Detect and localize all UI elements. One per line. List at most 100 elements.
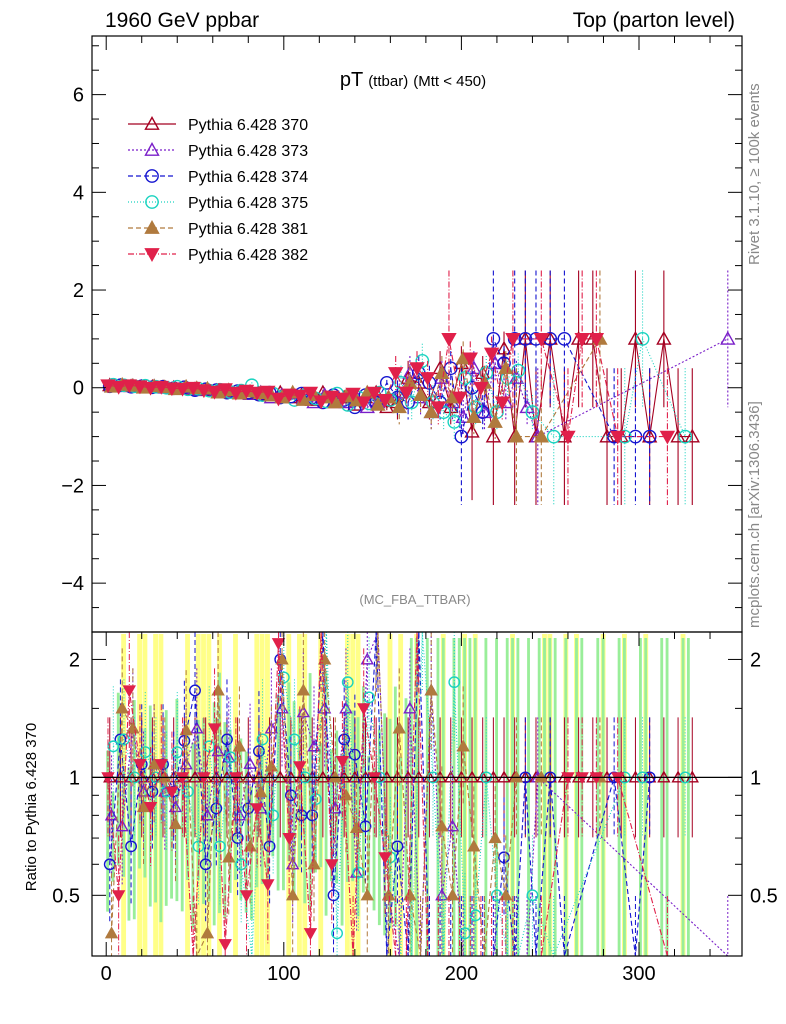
data-point bbox=[447, 415, 462, 429]
ratio-point bbox=[243, 756, 257, 769]
ratio-point bbox=[165, 786, 179, 799]
uncertainty-band-green bbox=[154, 776, 157, 903]
ratio-point bbox=[239, 890, 254, 903]
uncertainty-band-green bbox=[132, 700, 136, 920]
uncertainty-band-green bbox=[527, 638, 530, 956]
ratio-point bbox=[200, 926, 215, 939]
ratio-point bbox=[107, 740, 120, 753]
uncertainty-band-green bbox=[223, 722, 227, 919]
ratio-point bbox=[111, 890, 126, 903]
data-point bbox=[485, 428, 502, 443]
ratio-point bbox=[253, 745, 265, 758]
main-panel: −4 −2 0 2 4 6 pT (ttbar) (Mtt < 450) (MC_FBA_TT… bbox=[61, 35, 743, 633]
ratio-y-tick-label-right: 1 bbox=[750, 767, 761, 789]
ratio-point bbox=[378, 852, 392, 865]
ratio-uncertainty-bands bbox=[106, 634, 690, 956]
uncertainty-band-green bbox=[335, 730, 339, 884]
ratio-point bbox=[103, 858, 116, 871]
data-point bbox=[496, 340, 512, 355]
ratio-point bbox=[192, 840, 205, 853]
data-point bbox=[588, 332, 605, 347]
uncertainty-band-green bbox=[665, 638, 669, 956]
uncertainty-band-green bbox=[601, 638, 605, 956]
ratio-point bbox=[424, 683, 438, 696]
data-point bbox=[557, 332, 572, 346]
ratio-point bbox=[133, 759, 147, 772]
data-point bbox=[574, 332, 590, 347]
data-point bbox=[511, 363, 526, 378]
data-point bbox=[391, 399, 407, 414]
data-point bbox=[525, 405, 540, 420]
data-point bbox=[260, 385, 276, 400]
uncertainty-band-green bbox=[463, 638, 467, 956]
data-point bbox=[560, 430, 576, 445]
uncertainty-band-green bbox=[484, 638, 488, 956]
uncertainty-band-green bbox=[505, 638, 509, 956]
uncertainty-band-green bbox=[564, 638, 568, 956]
ratio-point bbox=[222, 850, 236, 863]
data-point bbox=[505, 332, 521, 347]
uncertainty-band-green bbox=[116, 692, 120, 866]
data-point bbox=[196, 384, 212, 399]
data-point bbox=[533, 428, 550, 443]
data-point bbox=[546, 429, 561, 444]
ratio-point bbox=[293, 761, 307, 774]
uncertainty-band-green bbox=[393, 686, 397, 927]
data-point bbox=[121, 379, 137, 394]
data-point bbox=[415, 353, 430, 368]
data-point bbox=[387, 367, 404, 382]
ratio-point bbox=[231, 832, 244, 844]
data-point bbox=[635, 332, 650, 346]
uncertainty-band-green bbox=[345, 697, 349, 882]
x-tick-label: 0 bbox=[101, 963, 112, 985]
uncertainty-band-green bbox=[681, 638, 685, 956]
uncertainty-band-green bbox=[686, 638, 690, 956]
uncertainty-band-green bbox=[623, 638, 626, 956]
ratio-ylabel: Ratio to Pythia 6.428 370 bbox=[23, 723, 40, 891]
ratio-point bbox=[207, 723, 222, 736]
uncertainty-band-green bbox=[303, 768, 307, 904]
data-point bbox=[627, 330, 644, 345]
ratio-point bbox=[200, 808, 215, 821]
y-tick-label: 6 bbox=[73, 85, 84, 107]
uncertainty-band-green bbox=[324, 672, 328, 916]
data-point bbox=[345, 387, 361, 402]
uncertainty-band-green bbox=[388, 718, 392, 929]
data-point bbox=[508, 428, 525, 443]
ratio-point bbox=[235, 858, 248, 871]
data-point bbox=[423, 404, 439, 419]
y-tick-label: 2 bbox=[73, 280, 84, 302]
uncertainty-band-green bbox=[175, 699, 179, 902]
legend-marker bbox=[144, 248, 160, 262]
header-right: Top (parton level) bbox=[573, 9, 735, 32]
data-point bbox=[656, 330, 672, 345]
data-point bbox=[678, 429, 693, 444]
ratio-y-tick-label: 1 bbox=[69, 767, 80, 789]
legend-label: Pythia 6.428 373 bbox=[188, 143, 308, 160]
uncertainty-band-green bbox=[159, 770, 163, 923]
data-point bbox=[443, 361, 458, 376]
y-tick-label: −2 bbox=[61, 475, 84, 497]
data-point bbox=[238, 384, 255, 399]
uncertainty-band-green bbox=[575, 638, 578, 956]
legend-label: Pythia 6.428 370 bbox=[188, 117, 308, 134]
ratio-point bbox=[488, 831, 502, 844]
ratio-point bbox=[154, 759, 168, 772]
ratio-point bbox=[435, 819, 449, 832]
ratio-point bbox=[307, 739, 321, 752]
data-point bbox=[434, 365, 450, 379]
ratio-point bbox=[403, 888, 417, 901]
y-tick-label: 4 bbox=[73, 182, 84, 204]
ratio-point bbox=[104, 926, 119, 939]
ratio-point bbox=[338, 733, 351, 746]
data-point bbox=[110, 380, 127, 395]
uncertainty-band-green bbox=[282, 775, 285, 891]
data-point bbox=[473, 381, 489, 396]
ratio-point bbox=[360, 888, 374, 901]
ratio-point bbox=[122, 685, 136, 698]
ratio-point bbox=[232, 739, 247, 752]
ratio-series-6 bbox=[101, 631, 668, 957]
data-point bbox=[398, 386, 415, 401]
legend-marker bbox=[145, 169, 159, 183]
ratio-point bbox=[445, 888, 460, 901]
